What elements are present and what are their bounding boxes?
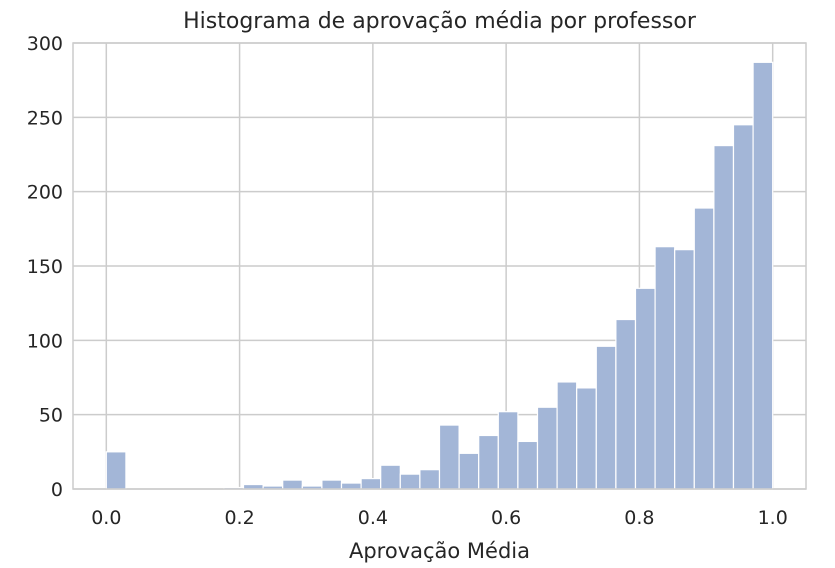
histogram-bar [340, 482, 362, 490]
histogram-bar [517, 440, 539, 490]
histogram-bar [693, 207, 715, 490]
x-tick-label: 0.2 [224, 507, 254, 529]
histogram-bar [380, 464, 401, 490]
histogram-bar [595, 345, 617, 490]
y-tick-label: 100 [27, 330, 63, 352]
histogram-bar [321, 479, 343, 490]
histogram-bar [458, 452, 480, 490]
y-tick-label: 0 [51, 479, 63, 501]
x-axis-ticks: 0.0 0.2 0.4 0.6 0.8 1.0 [91, 507, 788, 529]
histogram-bar [419, 469, 441, 490]
x-tick-label: 0.8 [624, 507, 654, 529]
histogram-bar [105, 451, 127, 490]
histogram-bar [478, 434, 499, 490]
histogram-bar [556, 381, 578, 490]
bars [105, 61, 774, 490]
x-tick-label: 0.4 [358, 507, 388, 529]
y-tick-label: 50 [39, 405, 63, 427]
histogram-bar [752, 61, 774, 490]
histogram-bar [438, 424, 460, 490]
y-tick-label: 250 [27, 107, 63, 129]
y-tick-label: 150 [27, 256, 63, 278]
x-tick-label: 0.0 [91, 507, 121, 529]
y-tick-label: 300 [27, 33, 63, 55]
x-tick-label: 1.0 [758, 507, 788, 529]
histogram-bar [732, 124, 754, 490]
x-tick-label: 0.6 [491, 507, 521, 529]
y-axis-ticks: 0 50 100 150 200 250 300 [27, 33, 63, 501]
histogram-bar [654, 246, 676, 490]
histogram-bar [615, 318, 637, 490]
histogram-bar [399, 473, 421, 490]
histogram-bar [282, 479, 303, 490]
histogram-bar [576, 387, 597, 490]
histogram-bar [497, 411, 519, 490]
histogram-bar [360, 477, 382, 490]
histogram-bar [674, 249, 695, 490]
chart-title: Histograma de aprovação média por profes… [183, 9, 697, 34]
histogram-bar [634, 287, 656, 490]
plot-frame [72, 42, 807, 490]
histogram-bar [536, 406, 558, 490]
histogram-bar [713, 144, 735, 490]
x-axis-label: Aprovação Média [349, 539, 530, 563]
y-tick-label: 200 [27, 182, 63, 204]
